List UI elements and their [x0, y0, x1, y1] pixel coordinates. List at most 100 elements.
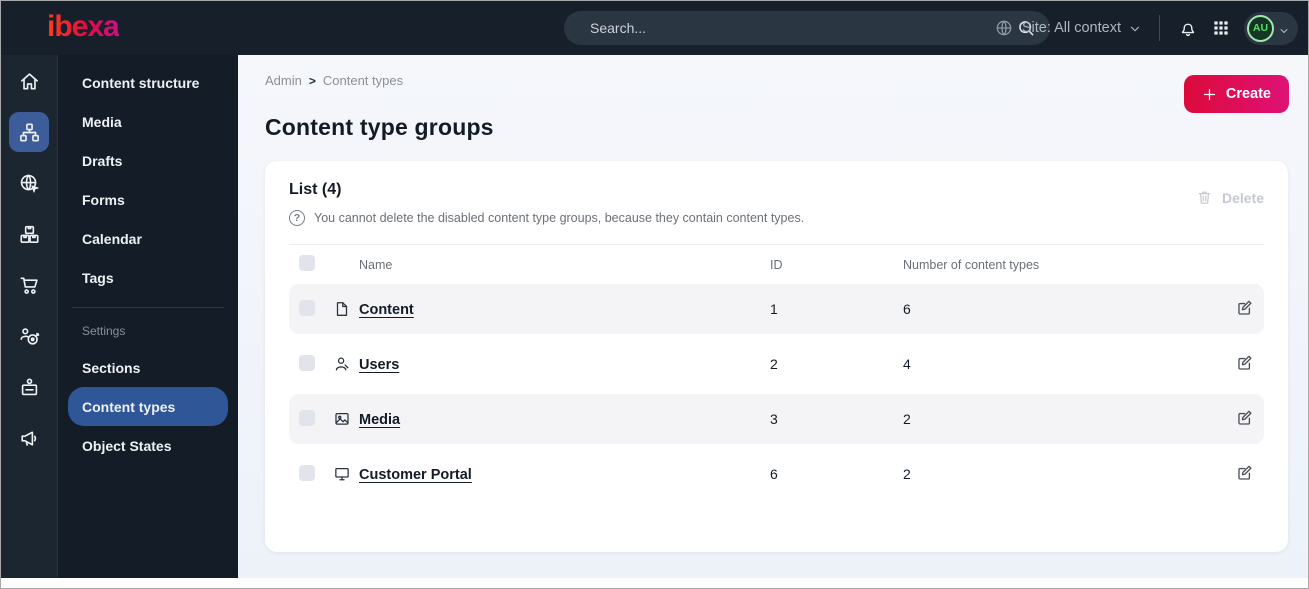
global-search: [564, 11, 1050, 45]
rail-item-promotions-megaphone[interactable]: [9, 418, 49, 458]
group-count: 4: [903, 356, 911, 372]
group-name-link[interactable]: Customer Portal: [359, 466, 472, 483]
group-name-link[interactable]: Media: [359, 411, 401, 428]
edit-icon: [1235, 463, 1254, 482]
site-context-selector[interactable]: Site: All context: [994, 18, 1141, 38]
sidebar-item-calendar[interactable]: Calendar: [82, 230, 142, 247]
sidebar-item-object-states[interactable]: Object States: [82, 437, 172, 454]
content-file-icon: [333, 300, 351, 318]
edit-group-button[interactable]: [1233, 351, 1256, 377]
home-icon: [18, 70, 41, 93]
row-checkbox[interactable]: [299, 299, 315, 316]
sidebar-item-content-types[interactable]: Content types: [68, 387, 228, 426]
row-checkbox[interactable]: [299, 354, 315, 371]
avatar: AU: [1247, 14, 1274, 42]
group-id: 1: [770, 301, 778, 317]
help-icon: ?: [289, 210, 305, 226]
group-id: 3: [770, 411, 778, 427]
search-icon[interactable]: [1016, 18, 1036, 38]
table-row: Media 3 2: [289, 394, 1264, 444]
table-row: Users 2 4: [289, 339, 1264, 389]
product-catalog-icon: [18, 223, 41, 246]
edit-group-button[interactable]: [1233, 296, 1256, 322]
rail-item-commerce-cart[interactable]: [9, 265, 49, 305]
user-menu[interactable]: AU: [1244, 11, 1298, 45]
sidebar-item-tags[interactable]: Tags: [82, 269, 114, 286]
app-grid-icon[interactable]: [1211, 18, 1231, 38]
window-bottom-edge: [1, 578, 1308, 588]
sidebar-item-drafts[interactable]: Drafts: [82, 152, 123, 169]
content-type-groups-table: Name ID Number of content types Content …: [289, 244, 1264, 499]
help-text: You cannot delete the disabled content t…: [314, 211, 805, 225]
portal-monitor-icon: [333, 465, 351, 483]
table-header-row: Name ID Number of content types: [289, 244, 1264, 284]
group-name-link[interactable]: Users: [359, 356, 400, 373]
create-button-label: Create: [1225, 86, 1271, 102]
commerce-cart-icon: [18, 274, 41, 297]
column-header-name: Name: [359, 257, 393, 272]
ibexa-logo[interactable]: ibexa: [47, 10, 120, 43]
icon-rail: [1, 55, 58, 578]
topbar-divider: [1159, 15, 1160, 41]
content-structure-icon: [18, 121, 41, 144]
delete-button[interactable]: Delete: [1196, 189, 1264, 206]
chevron-down-icon: [1279, 23, 1289, 33]
edit-group-button[interactable]: [1233, 461, 1256, 487]
top-bar: ibexa Site: All context: [1, 1, 1308, 55]
rail-item-product-catalog[interactable]: [9, 214, 49, 254]
rail-item-personalization-target[interactable]: [9, 316, 49, 356]
media-image-icon: [333, 410, 351, 428]
plus-icon: [1202, 87, 1217, 102]
rail-item-content-structure[interactable]: [9, 112, 49, 152]
menu-divider: [72, 307, 224, 308]
breadcrumb-separator: >: [308, 73, 316, 88]
list-title: List (4): [289, 181, 342, 198]
breadcrumb: Admin > Content types: [265, 73, 1288, 88]
create-button[interactable]: Create: [1183, 75, 1289, 113]
personalization-target-icon: [18, 325, 41, 348]
sidebar-item-content-structure[interactable]: Content structure: [82, 74, 200, 91]
page-title: Content type groups: [265, 114, 494, 140]
edit-icon: [1235, 353, 1254, 372]
search-input[interactable]: [564, 20, 1016, 36]
group-count: 6: [903, 301, 911, 317]
breadcrumb-item[interactable]: Admin: [265, 73, 302, 88]
select-all-checkbox[interactable]: [299, 255, 315, 271]
group-id: 6: [770, 466, 778, 482]
row-checkbox[interactable]: [299, 409, 315, 426]
content-type-groups-card: List (4) ? You cannot delete the disable…: [265, 161, 1288, 552]
column-header-id: ID: [770, 257, 783, 272]
rail-item-corporate-badge[interactable]: [9, 367, 49, 407]
edit-icon: [1235, 298, 1254, 317]
delete-button-label: Delete: [1221, 189, 1264, 206]
main-content: Admin > Content types Create Content type …: [238, 55, 1308, 578]
sidebar-item-media[interactable]: Media: [82, 113, 122, 130]
sidebar-item-sections[interactable]: Sections: [82, 359, 141, 376]
corporate-badge-icon: [18, 376, 41, 399]
table-row: Customer Portal 6 2: [289, 449, 1264, 499]
topbar-right-cluster: Site: All context AU: [994, 1, 1298, 55]
settings-section-label: Settings: [82, 324, 126, 338]
edit-icon: [1235, 408, 1254, 427]
group-id: 2: [770, 356, 778, 372]
site-globe-icon: [18, 172, 41, 195]
site-context-label: Site: All context: [1021, 20, 1121, 36]
sidebar-item-forms[interactable]: Forms: [82, 191, 125, 208]
group-name-link[interactable]: Content: [359, 301, 414, 318]
group-count: 2: [903, 466, 911, 482]
row-checkbox[interactable]: [299, 464, 315, 481]
sidebar-menu: Content structure Media Drafts Forms Cal…: [58, 55, 238, 578]
notifications-bell-icon[interactable]: [1178, 18, 1198, 38]
column-header-count: Number of content types: [903, 257, 1040, 272]
promotions-megaphone-icon: [18, 427, 41, 450]
breadcrumb-item: Content types: [322, 73, 404, 88]
rail-item-home[interactable]: [9, 61, 49, 101]
rail-item-site-globe[interactable]: [9, 163, 49, 203]
globe-icon: [994, 18, 1014, 38]
edit-group-button[interactable]: [1233, 406, 1256, 432]
table-row: Content 1 6: [289, 284, 1264, 334]
chevron-down-icon: [1129, 22, 1141, 34]
trash-icon: [1198, 191, 1211, 204]
users-person-icon: [333, 355, 351, 373]
